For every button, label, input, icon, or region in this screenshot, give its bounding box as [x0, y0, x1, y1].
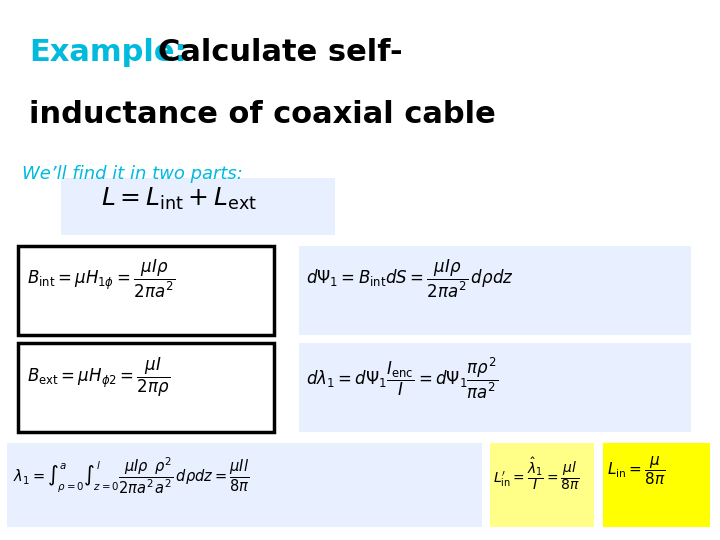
Text: $L = L_{\rm int} +L_{\rm ext}$: $L = L_{\rm int} +L_{\rm ext}$	[101, 186, 257, 213]
Text: $L_{\rm in} = \dfrac{\mu}{8\pi}$: $L_{\rm in} = \dfrac{\mu}{8\pi}$	[607, 455, 665, 488]
Text: We’ll find it in two parts:: We’ll find it in two parts:	[22, 165, 243, 183]
Text: Calculate self-: Calculate self-	[158, 38, 403, 67]
FancyBboxPatch shape	[299, 343, 691, 432]
Text: $d\Psi_1 = B_{\rm int}dS = \dfrac{\mu I\rho}{2\pi a^2}\,d\rho dz$: $d\Psi_1 = B_{\rm int}dS = \dfrac{\mu I\…	[306, 258, 513, 300]
FancyBboxPatch shape	[7, 443, 482, 526]
Text: $\lambda_1 = \int_{\rho=0}^{a}\int_{z=0}^{l}\dfrac{\mu I\rho}{2\pi a^2}\dfrac{\r: $\lambda_1 = \int_{\rho=0}^{a}\int_{z=0}…	[13, 455, 250, 496]
FancyBboxPatch shape	[603, 443, 710, 526]
Text: inductance of coaxial cable: inductance of coaxial cable	[29, 100, 495, 129]
Text: $B_{\rm ext} = \mu H_{\phi 2} = \dfrac{\mu I}{2\pi\rho}$: $B_{\rm ext} = \mu H_{\phi 2} = \dfrac{\…	[27, 355, 171, 399]
Text: $B_{\rm int} = \mu H_{1\phi} = \dfrac{\mu I\rho}{2\pi a^2}$: $B_{\rm int} = \mu H_{1\phi} = \dfrac{\m…	[27, 258, 176, 300]
Text: Example:: Example:	[29, 38, 186, 67]
FancyBboxPatch shape	[490, 443, 594, 526]
FancyBboxPatch shape	[18, 246, 274, 335]
Text: $d\lambda_1 = d\Psi_1\dfrac{I_{\rm enc}}{I} = d\Psi_1\dfrac{\pi\rho^2}{\pi a^2}$: $d\lambda_1 = d\Psi_1\dfrac{I_{\rm enc}}…	[306, 355, 498, 401]
Text: $L_{\rm in}' = \dfrac{\hat{\lambda}_1}{I} = \dfrac{\mu l}{8\pi}$: $L_{\rm in}' = \dfrac{\hat{\lambda}_1}{I…	[493, 455, 580, 491]
FancyBboxPatch shape	[299, 246, 691, 335]
FancyBboxPatch shape	[61, 178, 335, 235]
FancyBboxPatch shape	[18, 343, 274, 432]
